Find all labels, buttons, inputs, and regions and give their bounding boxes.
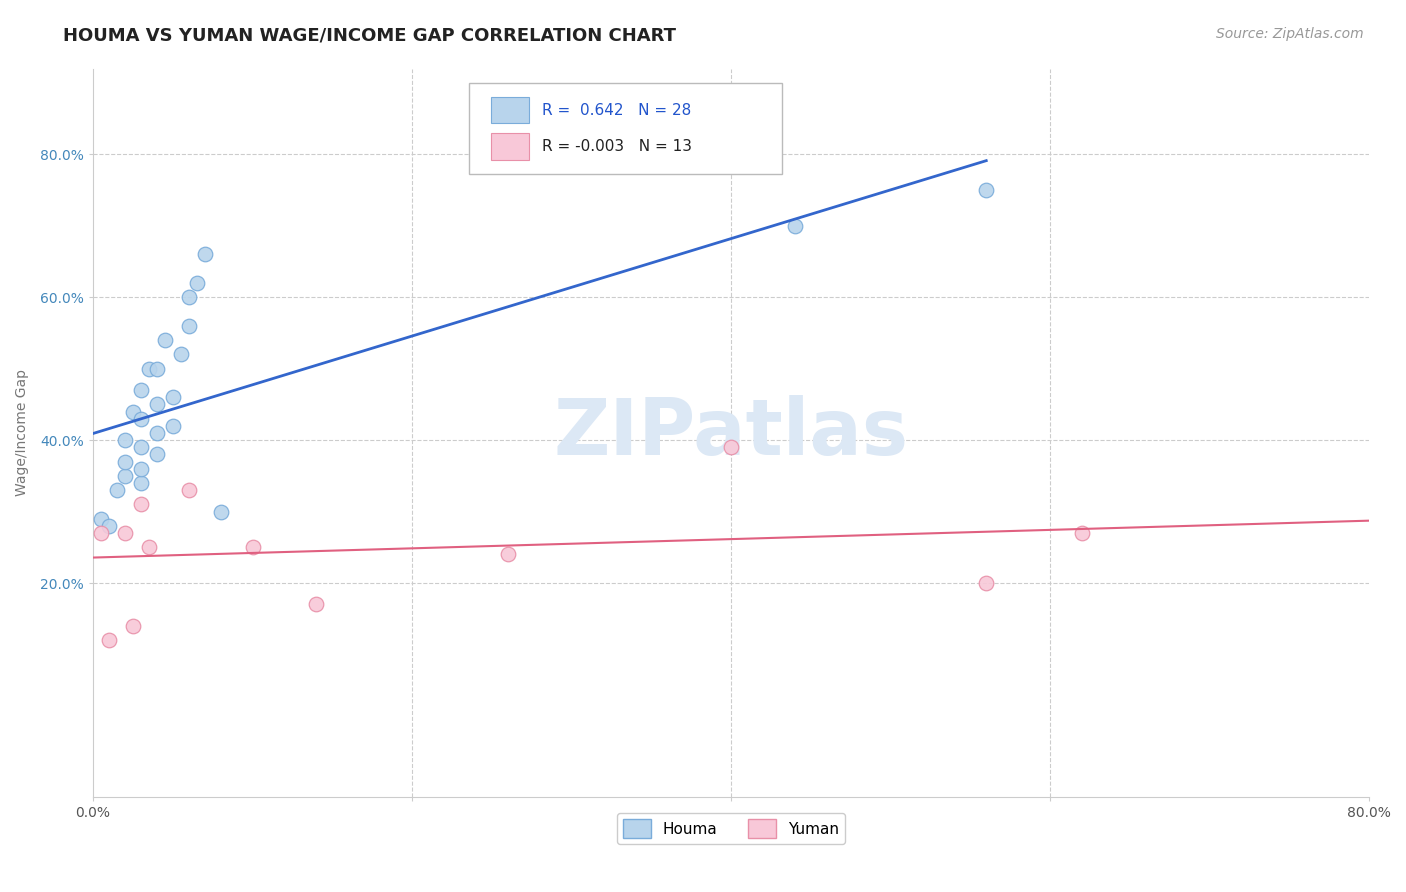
Point bbox=[129, 411, 152, 425]
Point bbox=[305, 598, 328, 612]
Point bbox=[105, 483, 128, 497]
Point bbox=[138, 361, 160, 376]
Point bbox=[146, 361, 169, 376]
Y-axis label: Wage/Income Gap: Wage/Income Gap bbox=[15, 369, 30, 497]
Point bbox=[146, 397, 169, 411]
Point bbox=[129, 498, 152, 512]
Point bbox=[114, 433, 136, 447]
Point bbox=[129, 461, 152, 475]
Point bbox=[170, 347, 193, 361]
Text: HOUMA VS YUMAN WAGE/INCOME GAP CORRELATION CHART: HOUMA VS YUMAN WAGE/INCOME GAP CORRELATI… bbox=[63, 27, 676, 45]
Point bbox=[720, 440, 742, 454]
Point bbox=[97, 519, 120, 533]
Point bbox=[114, 454, 136, 468]
Point bbox=[146, 447, 169, 461]
Point bbox=[1071, 526, 1094, 541]
Point bbox=[162, 418, 184, 433]
Text: R =  0.642   N = 28: R = 0.642 N = 28 bbox=[543, 103, 692, 118]
Point bbox=[177, 483, 200, 497]
FancyBboxPatch shape bbox=[470, 83, 782, 174]
Legend: Houma, Yuman: Houma, Yuman bbox=[617, 813, 845, 845]
Bar bbox=[491, 97, 530, 123]
Point bbox=[209, 505, 232, 519]
Point bbox=[90, 526, 112, 541]
Point bbox=[242, 541, 264, 555]
Point bbox=[114, 468, 136, 483]
Bar bbox=[491, 134, 530, 160]
Point bbox=[177, 318, 200, 333]
Text: ZIPatlas: ZIPatlas bbox=[554, 395, 908, 471]
Point bbox=[138, 541, 160, 555]
Point bbox=[122, 619, 145, 633]
Point bbox=[194, 247, 217, 261]
Point bbox=[114, 526, 136, 541]
Text: R = -0.003   N = 13: R = -0.003 N = 13 bbox=[543, 139, 692, 154]
Point bbox=[783, 219, 806, 233]
Point bbox=[186, 276, 208, 290]
Text: Source: ZipAtlas.com: Source: ZipAtlas.com bbox=[1216, 27, 1364, 41]
Point bbox=[129, 383, 152, 397]
Point bbox=[90, 512, 112, 526]
Point bbox=[162, 390, 184, 404]
Point bbox=[129, 475, 152, 490]
Point bbox=[974, 183, 997, 197]
Point bbox=[496, 548, 519, 562]
Point bbox=[153, 333, 176, 347]
Point bbox=[146, 425, 169, 440]
Point bbox=[177, 290, 200, 304]
Point bbox=[129, 440, 152, 454]
Point bbox=[122, 404, 145, 418]
Point bbox=[974, 576, 997, 591]
Point bbox=[97, 633, 120, 648]
